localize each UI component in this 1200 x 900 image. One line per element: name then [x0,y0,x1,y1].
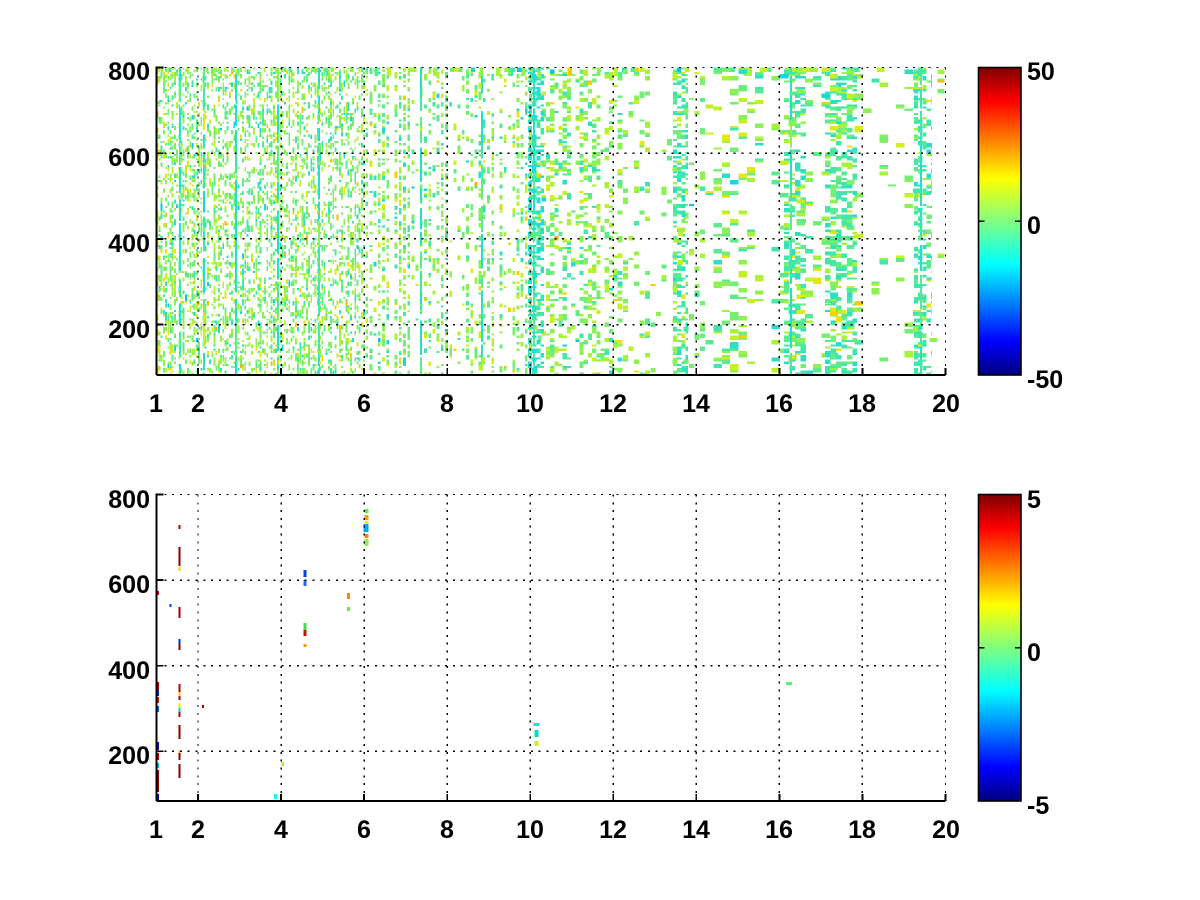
svg-text:0: 0 [1027,639,1041,667]
svg-text:16: 16 [765,390,793,418]
svg-text:400: 400 [108,230,150,258]
svg-text:6: 6 [357,816,371,844]
svg-text:800: 800 [108,486,150,514]
svg-text:14: 14 [682,390,710,418]
svg-text:4: 4 [274,816,288,844]
svg-text:20: 20 [932,390,960,418]
svg-text:-50: -50 [1027,366,1063,394]
svg-text:600: 600 [108,144,150,172]
svg-text:200: 200 [108,316,150,344]
svg-text:1: 1 [149,390,163,418]
svg-text:2: 2 [191,816,205,844]
svg-text:16: 16 [765,816,793,844]
svg-text:18: 18 [848,390,876,418]
svg-text:12: 12 [599,816,627,844]
svg-text:8: 8 [440,816,454,844]
svg-text:2: 2 [191,390,205,418]
svg-text:0: 0 [1027,212,1041,240]
svg-text:14: 14 [682,816,710,844]
svg-text:4: 4 [274,390,288,418]
svg-text:6: 6 [357,390,371,418]
svg-text:400: 400 [108,657,150,685]
svg-text:-5: -5 [1027,792,1049,820]
svg-text:12: 12 [599,390,627,418]
svg-text:5: 5 [1027,486,1041,514]
svg-text:10: 10 [516,816,544,844]
svg-text:18: 18 [848,816,876,844]
svg-text:200: 200 [108,742,150,770]
svg-text:50: 50 [1027,58,1055,86]
svg-text:800: 800 [108,58,150,86]
svg-text:8: 8 [440,390,454,418]
svg-text:600: 600 [108,571,150,599]
svg-text:20: 20 [932,816,960,844]
svg-text:1: 1 [149,816,163,844]
svg-text:10: 10 [516,390,544,418]
